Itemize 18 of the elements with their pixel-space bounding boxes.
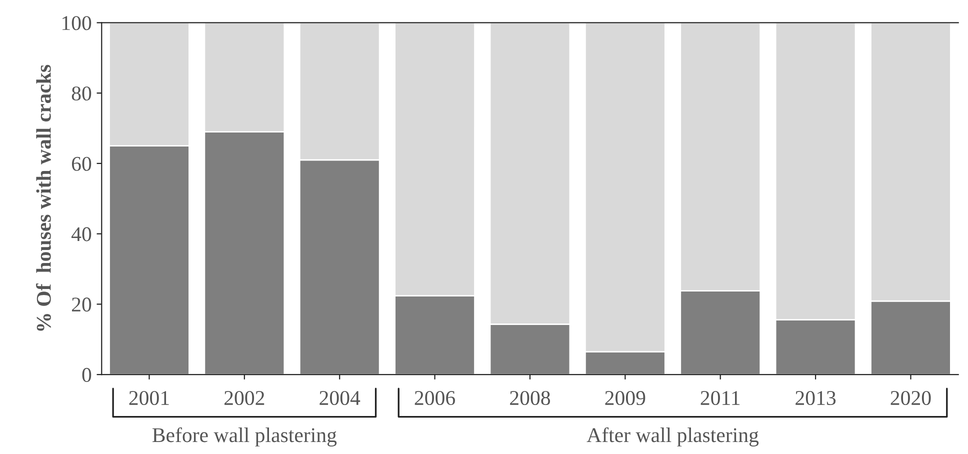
y-tick-label: 60 <box>72 156 92 171</box>
x-tick-label: 2002 <box>224 390 264 406</box>
x-tick-label: 2013 <box>796 390 836 406</box>
y-tick-label: 40 <box>71 227 92 242</box>
text: After wall plastering <box>586 427 759 446</box>
text: Before wall plastering <box>152 427 337 446</box>
x-tick-label: 2004 <box>320 390 360 406</box>
y-tick-label: 100 <box>62 16 92 30</box>
x-tick-label: 2001 <box>129 390 169 406</box>
y-tick-label: 80 <box>72 86 92 101</box>
y-tick-label: 20 <box>72 298 92 312</box>
x-tick-label: 2011 <box>700 390 740 406</box>
x-tick-label: 2006 <box>414 390 456 406</box>
x-tick-label: 2008 <box>510 390 550 406</box>
x-tick-label: 2009 <box>605 390 646 406</box>
y-axis-title: % Of houses with wall cracks <box>36 64 51 331</box>
y-tick-label: 0 <box>82 368 92 382</box>
x-tick-label: 2020 <box>890 390 931 406</box>
